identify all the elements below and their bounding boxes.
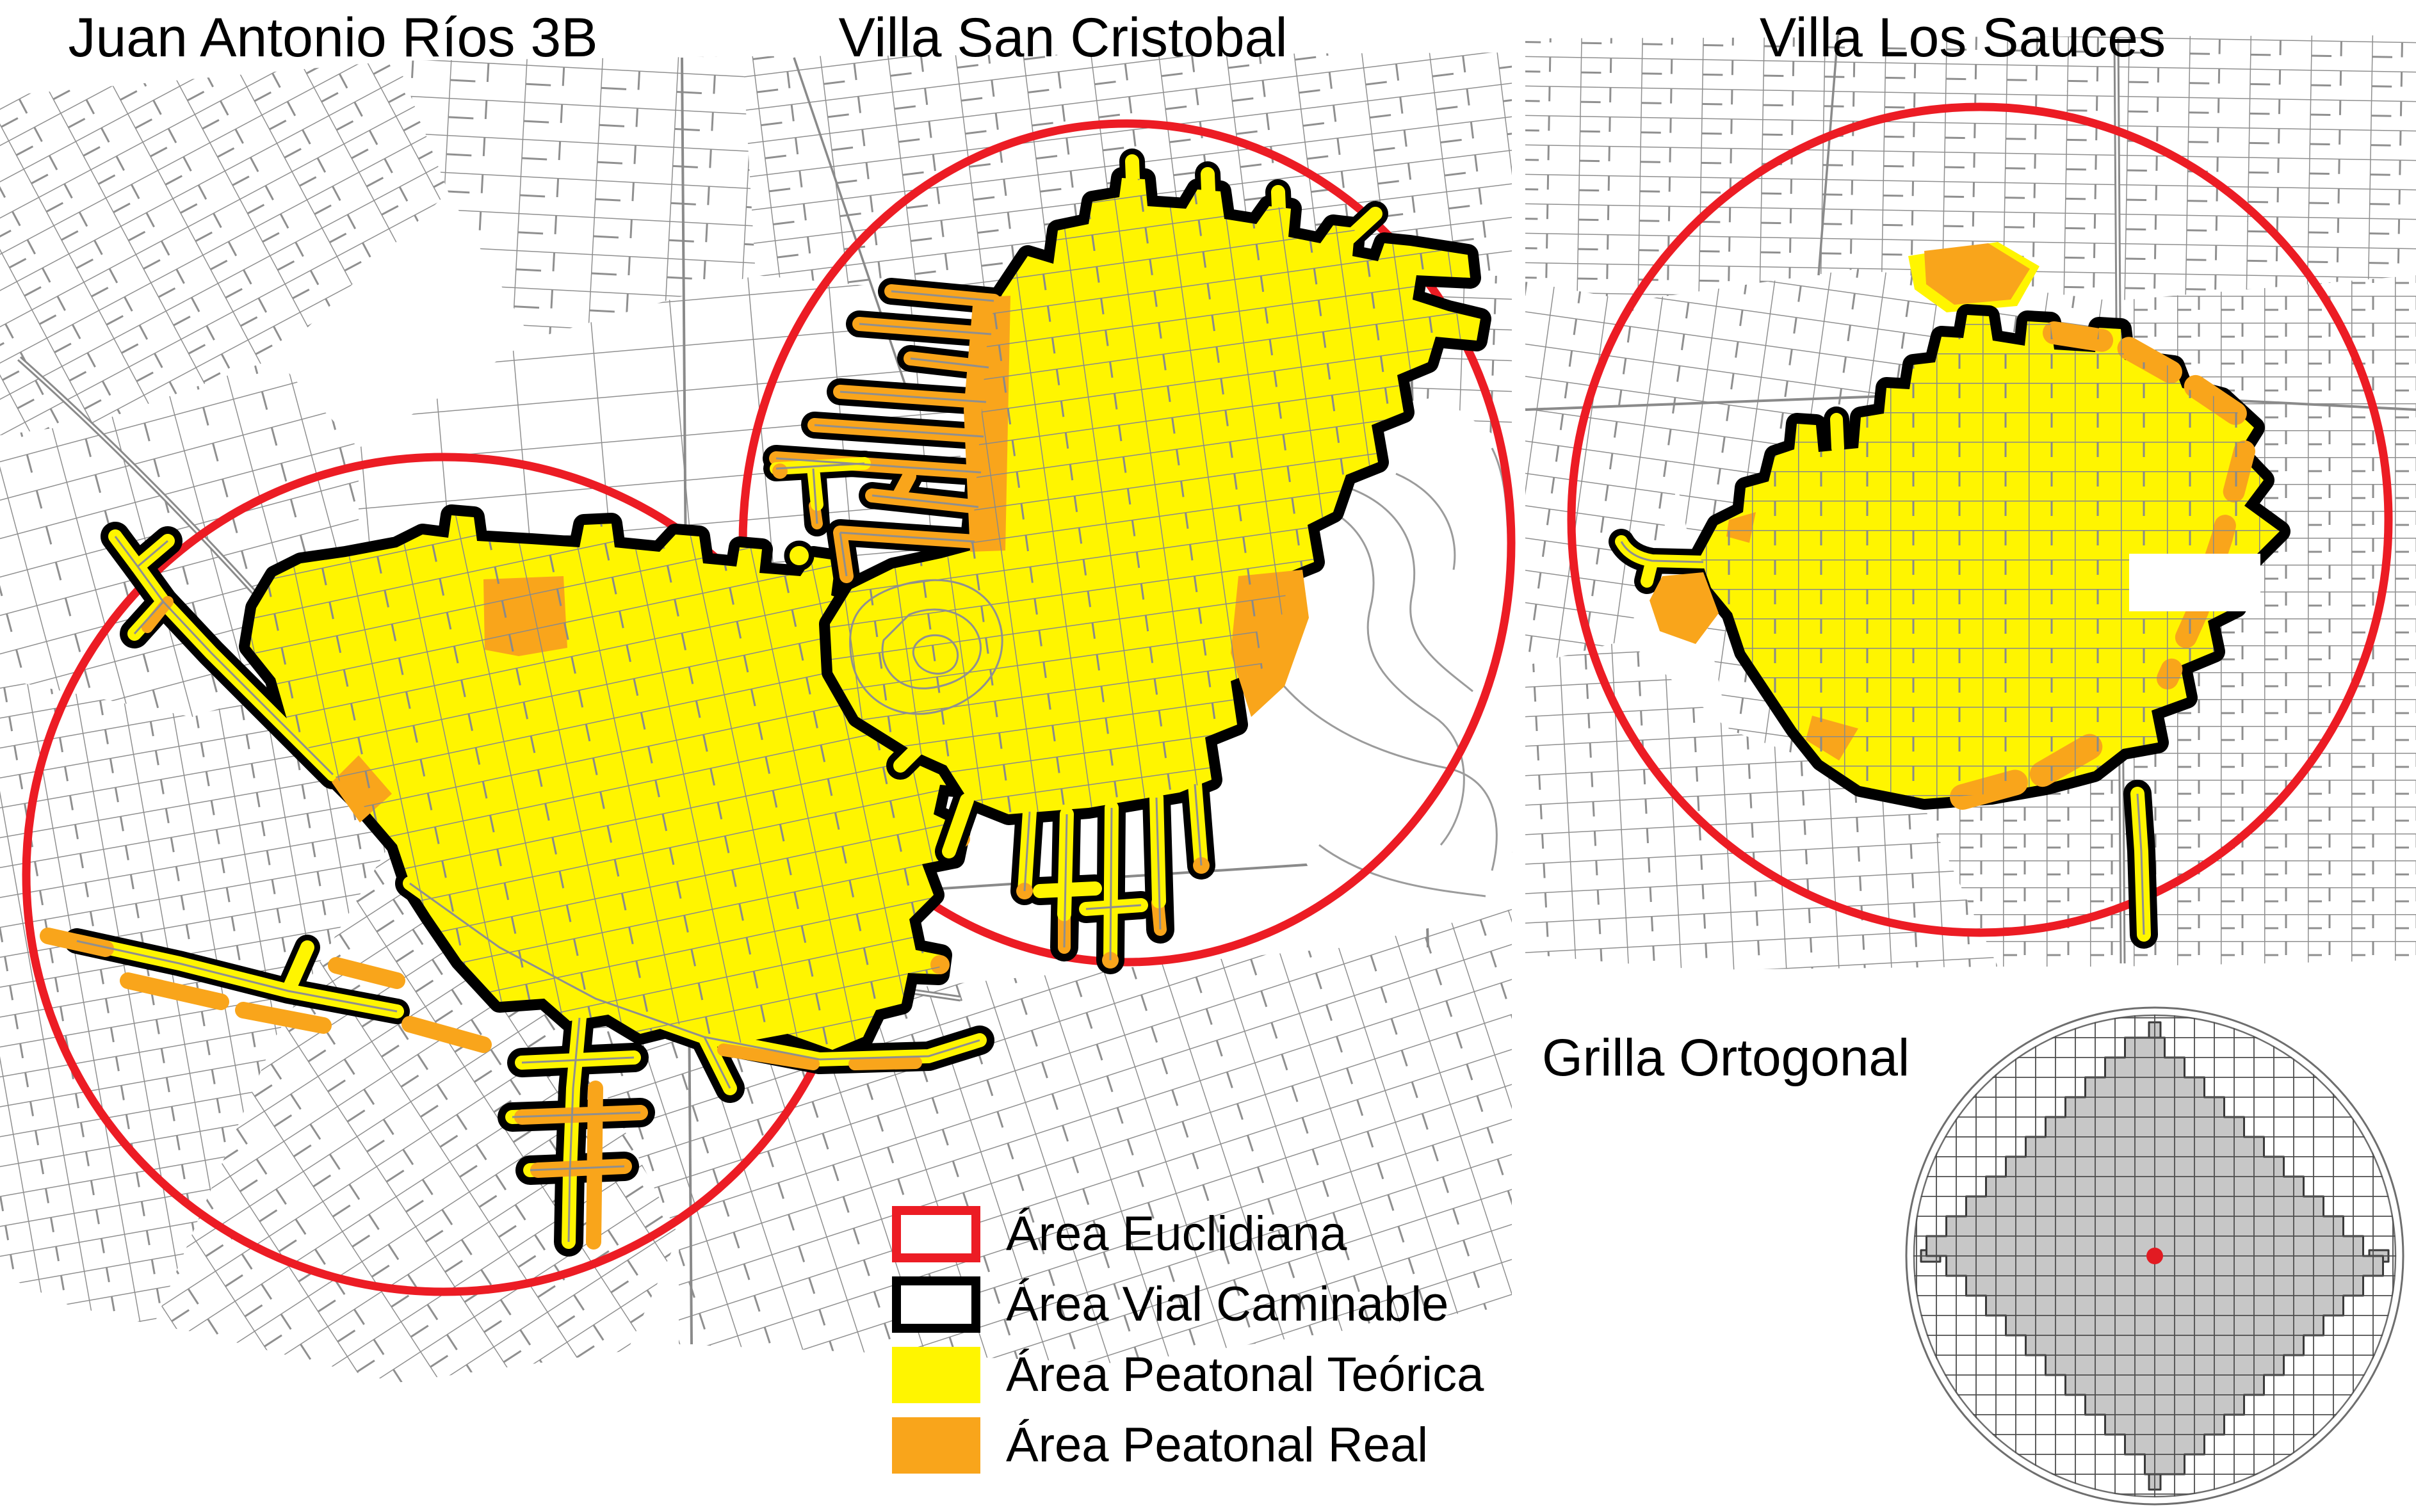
corridor-centerlines-1: [76, 536, 980, 1243]
euclidean-area-swatch-icon: [892, 1206, 980, 1262]
legend: Área Euclidiana Área Vial Caminable Área…: [892, 1206, 1484, 1488]
grid-center-dot: [2146, 1248, 2163, 1264]
euclidean-circle-villa-los-sauces: [1567, 102, 2393, 937]
legend-label: Área Peatonal Teórica: [1006, 1347, 1484, 1402]
panel-title-juan-antonio-rios: Juan Antonio Ríos 3B: [68, 7, 598, 68]
legend-item-theoretical-pedestrian: Área Peatonal Teórica: [892, 1347, 1484, 1403]
grid-diagram-label: Grilla Ortogonal: [1542, 1029, 1910, 1087]
legend-label: Área Peatonal Real: [1006, 1418, 1429, 1472]
panel-title-villa-san-cristobal: Villa San Cristobal: [838, 7, 1288, 68]
real-area-fringe-top: [1908, 242, 2039, 312]
corridor-centerlines-2: [775, 290, 1203, 961]
walkshed-villa-los-sauces: [1609, 242, 2280, 949]
legend-item-real-pedestrian: Área Peatonal Real: [892, 1417, 1484, 1474]
legend-label: Área Euclidiana: [1006, 1207, 1347, 1261]
orthogonal-grid-diagram: [1905, 1006, 2404, 1506]
panel-title-villa-los-sauces: Villa Los Sauces: [1759, 7, 2166, 68]
walkable-road-area-swatch-icon: [892, 1276, 980, 1333]
legend-item-euclidean: Área Euclidiana: [892, 1206, 1484, 1262]
legend-label: Área Vial Caminable: [1006, 1277, 1449, 1331]
walkshed-villa-san-cristobal: [763, 149, 1480, 974]
legend-item-walkable-road: Área Vial Caminable: [892, 1276, 1484, 1333]
real-pedestrian-area-swatch-icon: [892, 1417, 980, 1474]
unwalkable-hole: [2129, 554, 2260, 611]
theoretical-pedestrian-area-swatch-icon: [892, 1347, 980, 1403]
park-contours: [849, 579, 1003, 715]
corridor-centerlines-3: [1620, 541, 2145, 935]
